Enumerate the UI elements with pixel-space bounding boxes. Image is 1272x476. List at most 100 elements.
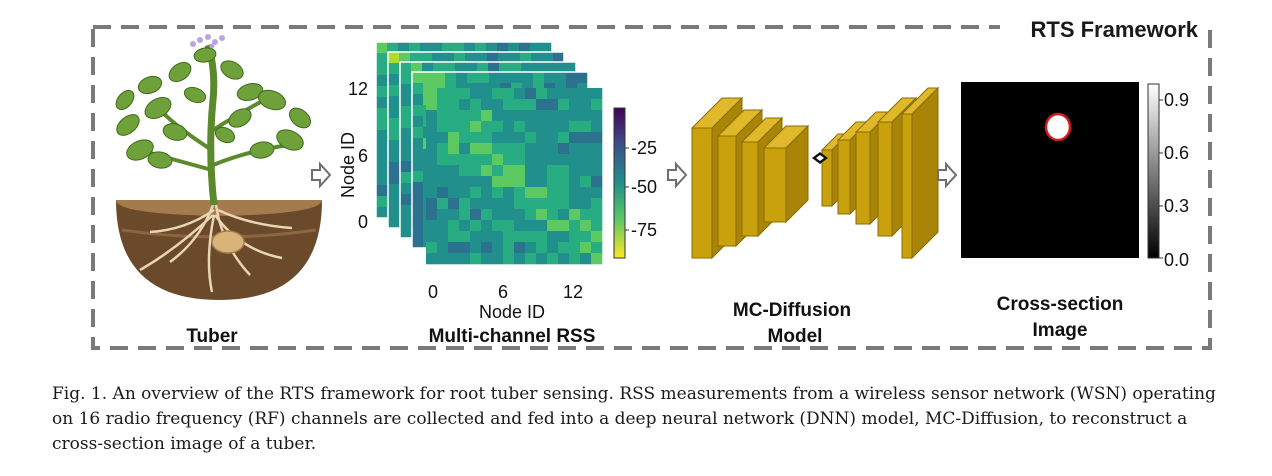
rss-heatmap-cell	[569, 99, 581, 111]
rss-heatmap-cell	[536, 165, 548, 177]
rss-heatmap-cell	[591, 154, 603, 166]
rss-heatmap-cell	[580, 176, 592, 188]
rss-heatmap-cell	[558, 176, 570, 188]
rss-heatmap-cell	[492, 198, 504, 210]
rss-heatmap-cell	[544, 72, 556, 84]
rss-heatmap-cell	[456, 72, 468, 84]
rss-heatmap-cell	[525, 88, 537, 100]
rss-heatmap-cell	[547, 198, 559, 210]
rss-heatmap-cell	[388, 140, 400, 152]
rss-heatmap-cell	[426, 176, 438, 188]
rss-heatmap-cell	[509, 52, 521, 64]
rss-heatmap-cell	[426, 209, 438, 221]
rss-heatmap-cell	[448, 198, 460, 210]
rss-x-tick: 6	[498, 282, 508, 302]
rss-heatmap-cell	[423, 72, 435, 84]
rss-heatmap-cell	[525, 220, 537, 232]
rss-x-tick: 12	[563, 282, 583, 302]
rss-heatmap-cell	[503, 220, 515, 232]
rss-heatmap-cell	[514, 110, 526, 122]
rss-heatmap-cell	[399, 52, 411, 64]
rss-heatmap-cell	[412, 138, 424, 150]
rss-heatmap-cell	[558, 231, 570, 243]
rss-heatmap-cell	[442, 42, 454, 54]
rss-heatmap-cell	[459, 88, 471, 100]
rss-heatmap-cell	[376, 152, 388, 164]
rss-heatmap-cell	[558, 253, 570, 265]
rss-heatmap-cell	[448, 121, 460, 133]
rss-colorbar-tick: -50	[631, 177, 657, 197]
rss-colorbar-tick: -25	[631, 138, 657, 158]
rss-heatmap-cell	[388, 85, 400, 97]
rss-heatmap-cell	[426, 121, 438, 133]
rss-heatmap-cell	[481, 121, 493, 133]
rss-heatmap-cell	[470, 176, 482, 188]
rss-heatmap-cell	[445, 72, 457, 84]
rss-heatmap-cell	[492, 99, 504, 111]
rss-heatmap-cell	[426, 231, 438, 243]
rss-heatmap-cell	[547, 176, 559, 188]
rss-heatmap-cell	[400, 62, 412, 74]
rss-heatmap-cell	[437, 165, 449, 177]
rss-heatmap-cell	[558, 99, 570, 111]
rss-heatmap-cell	[448, 209, 460, 221]
rss-heatmap-cell	[388, 107, 400, 119]
rss-heatmap-cell	[376, 42, 388, 54]
rss-heatmap-cell	[580, 110, 592, 122]
rss-heatmap-cell	[448, 220, 460, 232]
framework-title-bg	[1000, 12, 1206, 44]
rss-heatmap-cell	[448, 231, 460, 243]
rss-heatmap-cell	[591, 220, 603, 232]
rss-heatmap-cell	[536, 198, 548, 210]
rss-heatmap-cell	[569, 253, 581, 265]
rss-heatmap-cell	[591, 99, 603, 111]
rss-heatmap-cell	[520, 52, 532, 64]
rss-heatmap-cell	[376, 185, 388, 197]
rss-heatmap-cell	[426, 99, 438, 111]
rss-heatmap-cell	[542, 52, 554, 64]
rss-heatmap-cell	[558, 198, 570, 210]
rss-heatmap-cell	[459, 198, 471, 210]
rss-heatmap-cell	[508, 42, 520, 54]
rss-heatmap-cell	[510, 62, 522, 74]
rss-heatmap-cell	[412, 204, 424, 216]
rss-heatmap-cell	[536, 253, 548, 265]
rss-heatmap-cell	[558, 209, 570, 221]
rss-heatmap-cell	[569, 231, 581, 243]
rss-heatmap-cell	[481, 253, 493, 265]
rss-heatmap-cell	[492, 88, 504, 100]
rss-heatmap-cell	[481, 198, 493, 210]
rss-heatmap-cell	[448, 253, 460, 265]
rss-heatmap-cell	[580, 121, 592, 133]
rss-heatmap-cell	[543, 62, 555, 74]
rss-heatmap-cell	[481, 220, 493, 232]
rss-heatmap-cell	[465, 52, 477, 64]
rss-heatmap-cell	[448, 88, 460, 100]
rss-heatmap-cell	[580, 132, 592, 144]
rss-heatmap-cell	[503, 143, 515, 155]
rss-heatmap-cell	[547, 121, 559, 133]
output-colorbar-tick: 0.6	[1164, 143, 1189, 163]
rss-heatmap-cell	[536, 242, 548, 254]
rss-heatmap-cell	[525, 187, 537, 199]
rss-heatmap-cell	[525, 154, 537, 166]
rss-heatmap-cell	[459, 253, 471, 265]
rss-heatmap-cell	[388, 184, 400, 196]
rss-heatmap-cell	[448, 143, 460, 155]
rss-heatmap-cell	[591, 121, 603, 133]
rss-heatmap-cell	[514, 253, 526, 265]
rss-heatmap-cell	[591, 231, 603, 243]
rss-heatmap-cell	[503, 209, 515, 221]
rss-heatmap-cell	[497, 42, 509, 54]
rss-heatmap-cell	[400, 106, 412, 118]
rss-heatmap-cell	[448, 99, 460, 111]
rss-heatmap-cell	[376, 130, 388, 142]
rss-heatmap-cell	[376, 207, 388, 219]
rss-heatmap-cell	[558, 154, 570, 166]
rss-heatmap-cell	[503, 242, 515, 254]
rss-heatmap-cell	[412, 160, 424, 172]
rss-heatmap-cell	[503, 88, 515, 100]
rss-heatmap-cell	[536, 132, 548, 144]
rss-heatmap-cell	[591, 132, 603, 144]
rss-heatmap-cell	[558, 187, 570, 199]
